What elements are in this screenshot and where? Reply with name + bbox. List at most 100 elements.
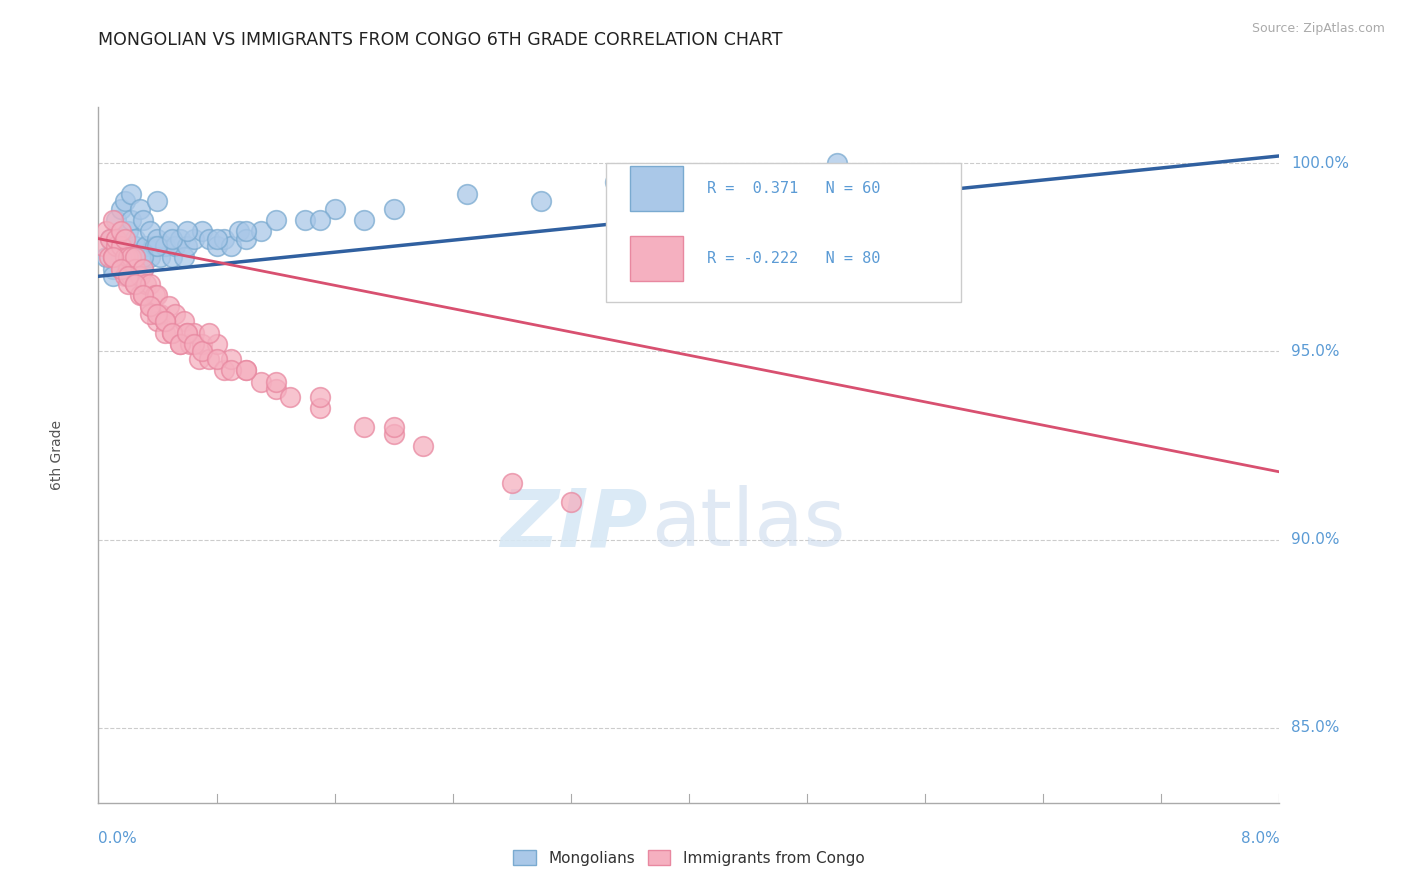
Text: R =  0.371   N = 60: R = 0.371 N = 60 <box>707 181 880 196</box>
Point <box>132 261 155 276</box>
Point <box>162 232 183 246</box>
Point <box>198 232 221 246</box>
Point <box>179 337 201 351</box>
Point <box>308 212 332 227</box>
Point <box>132 251 155 265</box>
Point <box>162 326 183 340</box>
Point <box>117 261 139 276</box>
Point <box>162 326 183 340</box>
Point <box>128 288 150 302</box>
Point <box>412 438 434 452</box>
Point <box>190 337 214 351</box>
Text: 6th Grade: 6th Grade <box>51 420 65 490</box>
Point <box>560 495 582 509</box>
Point <box>146 232 169 246</box>
Point <box>353 419 375 434</box>
Point <box>228 224 250 238</box>
Point <box>120 269 142 284</box>
Point <box>132 288 155 302</box>
Point <box>176 239 198 253</box>
Point <box>117 269 139 284</box>
Point <box>146 239 169 253</box>
Point <box>212 232 235 246</box>
Point <box>198 326 221 340</box>
Point <box>169 337 191 351</box>
Point <box>176 224 198 238</box>
Point <box>114 194 136 208</box>
Text: ZIP: ZIP <box>501 485 648 564</box>
Point <box>139 307 162 321</box>
Point <box>132 261 155 276</box>
Point <box>264 375 287 389</box>
Point <box>250 224 273 238</box>
Point <box>190 224 214 238</box>
Point <box>139 277 162 291</box>
Point <box>143 288 166 302</box>
Point <box>278 390 301 404</box>
Point <box>114 269 136 284</box>
Point <box>294 212 316 227</box>
Text: 85.0%: 85.0% <box>1291 720 1340 735</box>
Text: atlas: atlas <box>651 485 845 564</box>
Point <box>173 314 195 328</box>
Point <box>235 363 257 377</box>
Point <box>135 239 157 253</box>
Point <box>205 239 228 253</box>
Point <box>198 351 221 366</box>
Point <box>149 251 172 265</box>
FancyBboxPatch shape <box>630 235 683 281</box>
Point <box>124 261 146 276</box>
Point <box>139 224 162 238</box>
Legend: Mongolians, Immigrants from Congo: Mongolians, Immigrants from Congo <box>508 844 870 871</box>
Point <box>153 314 176 328</box>
Point <box>139 251 162 265</box>
Point <box>110 202 132 216</box>
Point <box>103 261 125 276</box>
Point <box>153 326 176 340</box>
Point <box>162 251 183 265</box>
Point <box>825 156 848 170</box>
Text: 90.0%: 90.0% <box>1291 532 1340 547</box>
Point <box>128 269 150 284</box>
Point <box>235 224 257 238</box>
Point <box>205 351 228 366</box>
Point <box>114 251 136 265</box>
Point <box>97 251 120 265</box>
Point <box>110 239 132 253</box>
Point <box>219 239 242 253</box>
Point <box>103 251 125 265</box>
Point <box>187 351 209 366</box>
Point <box>117 224 139 238</box>
Point <box>205 337 228 351</box>
Point <box>153 314 176 328</box>
Point <box>153 239 176 253</box>
Point <box>146 307 169 321</box>
FancyBboxPatch shape <box>606 162 960 301</box>
Point <box>94 251 117 265</box>
Point <box>124 232 146 246</box>
Point <box>128 251 150 265</box>
Point <box>205 232 228 246</box>
Point <box>235 363 257 377</box>
Point <box>173 251 195 265</box>
Text: 100.0%: 100.0% <box>1291 156 1350 171</box>
Point <box>124 277 146 291</box>
Point <box>110 251 132 265</box>
Text: 95.0%: 95.0% <box>1291 344 1340 359</box>
Point <box>98 232 121 246</box>
Point <box>103 251 125 265</box>
Point <box>94 224 117 238</box>
Point <box>157 299 180 313</box>
Point <box>219 351 242 366</box>
Point <box>117 251 139 265</box>
Point <box>98 232 121 246</box>
Point <box>110 261 132 276</box>
Point <box>183 326 205 340</box>
Point <box>124 251 146 265</box>
Point <box>149 307 172 321</box>
Point <box>124 239 146 253</box>
Point <box>132 212 155 227</box>
Point <box>183 337 205 351</box>
Point <box>165 239 187 253</box>
Point <box>382 202 405 216</box>
